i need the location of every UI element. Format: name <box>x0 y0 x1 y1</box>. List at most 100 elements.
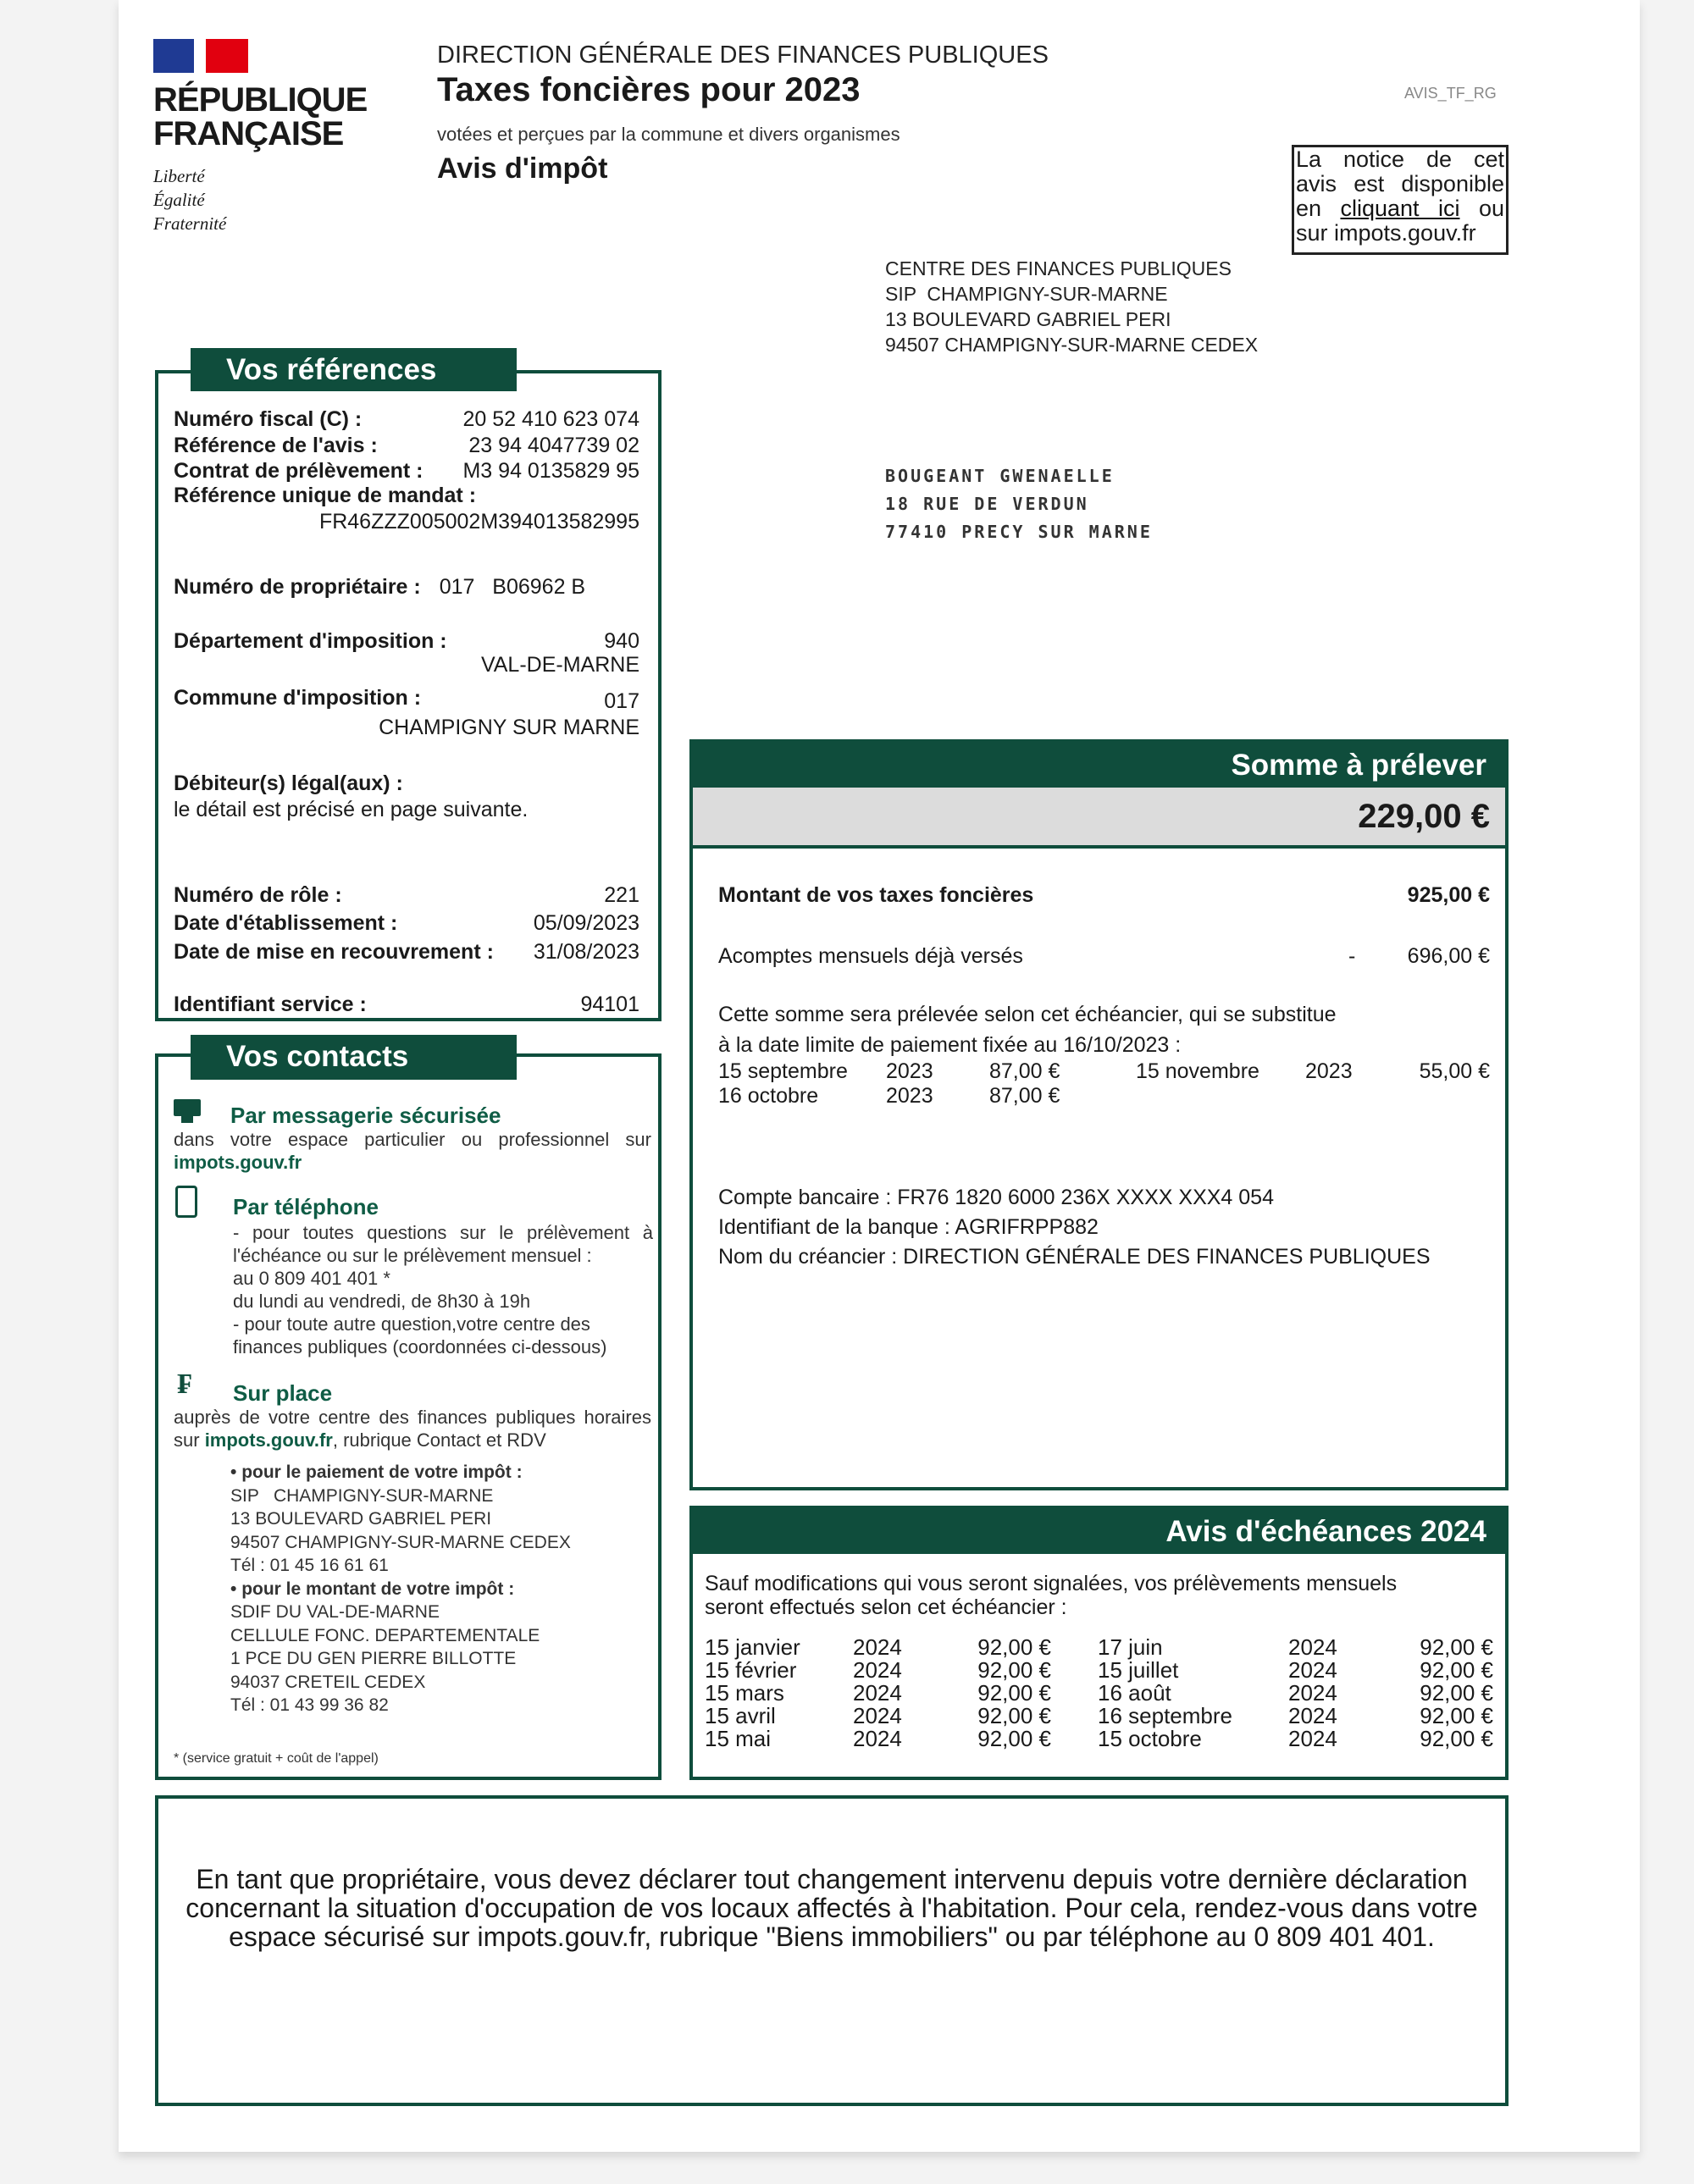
sender-address: CENTRE DES FINANCES PUBLIQUES SIP CHAMPI… <box>885 256 1258 357</box>
montant-line: CELLULE FONC. DEPARTEMENTALE <box>230 1625 540 1645</box>
departement-code: 940 <box>604 629 639 653</box>
recipient-city: 77410 PRECY SUR MARNE <box>885 522 1153 542</box>
recipient-street: 18 RUE DE VERDUN <box>885 494 1089 514</box>
echeance-amount: 92,00 € <box>977 1726 1051 1751</box>
echeances-intro: seront effectués selon cet échéancier : <box>705 1595 1067 1619</box>
notice-box: La notice de cet avis est disponible en … <box>1292 145 1509 255</box>
numero-fiscal: 20 52 410 623 074 <box>462 407 639 431</box>
nom-creancier: Nom du créancier : DIRECTION GÉNÉRALE DE… <box>718 1245 1431 1269</box>
schedule-amount: 55,00 € <box>1419 1059 1490 1083</box>
echeances-panel: Avis d'échéances 2024 Sauf modifications… <box>689 1506 1509 1780</box>
notice-line: En tant que propriétaire, vous devez déc… <box>196 1864 1468 1894</box>
schedule-amount: 87,00 € <box>989 1059 1060 1083</box>
echeance-date: 17 juin <box>1098 1634 1163 1660</box>
label: Acomptes mensuels déjà versés <box>718 944 1023 968</box>
label: Numéro de rôle : <box>174 883 342 907</box>
echeance-year: 2024 <box>853 1703 902 1728</box>
paiement-phone: Tél : 01 45 16 61 61 <box>230 1556 389 1575</box>
echeance-amount: 92,00 € <box>977 1657 1051 1683</box>
reference-avis: 23 94 4047739 02 <box>468 434 639 457</box>
motto-liberte: Liberté <box>153 166 205 186</box>
rum-value: FR46ZZZ005002M394013582995 <box>318 510 639 534</box>
telephone-title: Par téléphone <box>233 1194 379 1219</box>
echeance-year: 2024 <box>1288 1634 1337 1660</box>
echeance-year: 2024 <box>1288 1726 1337 1751</box>
montant-line: 1 PCE DU GEN PIERRE BILLOTTE <box>230 1649 517 1668</box>
label: Date de mise en recouvrement : <box>174 940 494 964</box>
logo-text-line1: RÉPUBLIQUE <box>153 81 368 119</box>
echeance-amount: 92,00 € <box>977 1680 1051 1706</box>
contrat-prelevement: M3 94 0135829 95 <box>462 459 639 483</box>
messagerie-title: Par messagerie sécurisée <box>230 1103 501 1128</box>
debiteurs-value: le détail est précisé en page suivante. <box>174 798 529 821</box>
telephone-line: - pour toute autre question,votre centre… <box>233 1313 607 1357</box>
phone-icon <box>175 1186 197 1218</box>
montant-title: pour le montant de votre impôt : <box>241 1579 515 1599</box>
date-etablissement: 05/09/2023 <box>533 911 639 935</box>
doc-type: Avis d'impôt <box>437 152 608 185</box>
date-recouvrement: 31/08/2023 <box>533 940 639 964</box>
echeance-amount: 92,00 € <box>1420 1703 1493 1728</box>
sur-place-text: auprès de votre centre des finances publ… <box>174 1407 651 1451</box>
label: Identifiant service : <box>174 992 367 1016</box>
montant-taxes: 925,00 € <box>1407 883 1490 907</box>
contacts-title: Vos contacts <box>191 1035 517 1080</box>
notice-line: concernant la situation d'occupation de … <box>185 1893 1478 1923</box>
impots-link[interactable]: impots.gouv.fr <box>174 1152 302 1173</box>
franc-icon: ₣ <box>177 1368 191 1400</box>
label: Numéro fiscal (C) : <box>174 407 363 431</box>
departement-name: VAL-DE-MARNE <box>480 653 639 677</box>
marianne-flag-icon <box>153 39 248 73</box>
label: Montant de vos taxes foncières <box>718 883 1034 907</box>
label: Contrat de prélèvement : <box>174 459 424 483</box>
logo-text-line2: FRANÇAISE <box>153 115 344 152</box>
contacts-panel: Par messagerie sécurisée dans votre espa… <box>155 1053 662 1780</box>
impots-link[interactable]: impots.gouv.fr <box>204 1429 333 1451</box>
compte-bancaire: Compte bancaire : FR76 1820 6000 236X XX… <box>718 1186 1274 1209</box>
telephone-line: - pour toutes questions sur le prélèveme… <box>233 1222 653 1266</box>
sender-line: SIP CHAMPIGNY-SUR-MARNE <box>885 283 1168 305</box>
paiement-line: SIP CHAMPIGNY-SUR-MARNE <box>230 1485 494 1506</box>
header-subtitle: votées et perçues par la commune et dive… <box>437 124 900 145</box>
paiement-title: pour le paiement de votre impôt : <box>241 1462 523 1482</box>
label: Référence de l'avis : <box>174 434 378 457</box>
declaration-notice: En tant que propriétaire, vous devez déc… <box>155 1795 1509 2106</box>
references-title: Vos références <box>191 348 517 391</box>
sur-place-text-end: , rubrique Contact et RDV <box>332 1429 546 1451</box>
echeance-date: 15 février <box>705 1657 797 1683</box>
schedule-date: 15 novembre <box>1136 1059 1259 1083</box>
echeance-date: 16 août <box>1098 1680 1171 1706</box>
schedule-year: 2023 <box>1305 1059 1353 1083</box>
echeance-year: 2024 <box>853 1657 902 1683</box>
somme-intro: Cette somme sera prélevée selon cet éché… <box>718 1003 1337 1026</box>
somme-panel: Somme à prélever 229,00 € Montant de vos… <box>689 739 1509 1490</box>
echeance-year: 2024 <box>853 1726 902 1751</box>
sur-place-title: Sur place <box>233 1380 333 1406</box>
echeance-date: 16 septembre <box>1098 1703 1232 1728</box>
echeance-date: 15 mai <box>705 1726 772 1751</box>
numero-role: 221 <box>604 883 639 907</box>
numero-proprietaire: 017 B06962 B <box>439 575 586 599</box>
echeance-date: 15 juillet <box>1098 1657 1179 1683</box>
echeances-title: Avis d'échéances 2024 <box>693 1509 1505 1554</box>
sender-line: 94507 CHAMPIGNY-SUR-MARNE CEDEX <box>885 334 1259 356</box>
sender-line: 13 BOULEVARD GABRIEL PERI <box>885 308 1171 330</box>
schedule-year: 2023 <box>886 1084 933 1108</box>
echeance-date: 15 janvier <box>705 1634 800 1660</box>
republique-logo: RÉPUBLIQUE FRANÇAISE Liberté Égalité Fra… <box>153 37 374 234</box>
form-code: AVIS_TF_RG <box>1404 85 1497 102</box>
motto-fraternite: Fraternité <box>153 213 227 234</box>
echeance-year: 2024 <box>853 1680 902 1706</box>
echeance-year: 2024 <box>1288 1703 1337 1728</box>
recipient-address: BOUGEANT GWENAELLE 18 RUE DE VERDUN 7741… <box>885 462 1153 546</box>
echeance-amount: 92,00 € <box>1420 1680 1493 1706</box>
identifiant-service: 94101 <box>580 992 639 1016</box>
notice-text: La notice de cet avis est disponible en <box>1296 147 1504 221</box>
echeance-date: 15 octobre <box>1098 1726 1202 1751</box>
recipient-name: BOUGEANT GWENAELLE <box>885 466 1115 486</box>
echeance-amount: 92,00 € <box>977 1634 1051 1660</box>
notice-link[interactable]: cliquant ici <box>1340 196 1460 221</box>
echeance-date: 15 avril <box>705 1703 776 1728</box>
label: Numéro de propriétaire : <box>174 575 421 599</box>
telephone-hours: du lundi au vendredi, de 8h30 à 19h <box>233 1291 531 1312</box>
